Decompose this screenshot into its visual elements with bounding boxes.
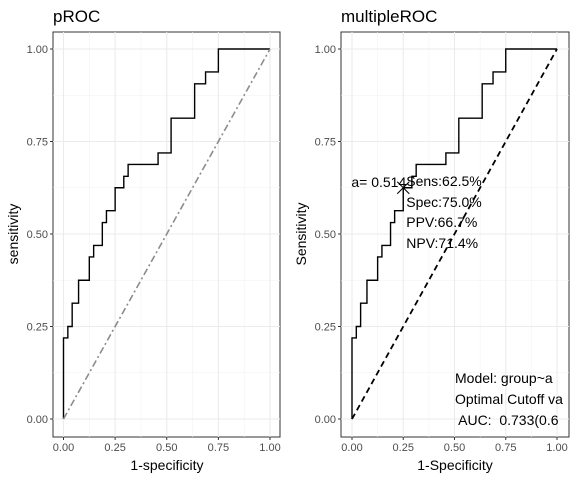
proc-x-tick-label: 0.25 bbox=[104, 442, 125, 454]
proc-y-axis-title: sensitivity bbox=[5, 204, 21, 265]
proc-series bbox=[62, 48, 271, 420]
cutoff-label: a= 0.514 bbox=[351, 174, 406, 190]
multiplroc-annotations: a= 0.514 Sens:62.5% Spec:75.0% PPV:66.7%… bbox=[351, 173, 563, 428]
multiplroc-x-tick-label: 1.00 bbox=[546, 442, 567, 454]
multiplroc-x-tick-label: 0.25 bbox=[393, 442, 414, 454]
model-label: Model: group~a bbox=[455, 370, 553, 386]
multiplroc-title: multipleROC bbox=[341, 7, 437, 26]
proc-x-tick-label: 1.00 bbox=[259, 442, 280, 454]
proc-y-tick-label: 1.00 bbox=[27, 44, 48, 56]
proc-y-tick-label: 0.00 bbox=[27, 414, 48, 426]
auc-label: AUC: 0.733(0.6 bbox=[455, 412, 559, 428]
multiplroc-x-tick-label: 0.50 bbox=[444, 442, 465, 454]
proc-y-tick-label: 0.50 bbox=[27, 229, 48, 241]
proc-roc-curve bbox=[62, 48, 270, 419]
multiplroc-y-tick-label: 0.75 bbox=[315, 137, 336, 149]
proc-grid bbox=[53, 32, 280, 437]
proc-panel: pROC 0.00 0.25 0.50 0.75 1.00 0.00 0.25 0.50 0.7… bbox=[5, 7, 281, 473]
ppv-label: PPV:66.7% bbox=[406, 214, 477, 230]
proc-ticks: 0.00 0.25 0.50 0.75 1.00 0.00 0.25 0.50 0.75 1.00 bbox=[27, 44, 281, 454]
multiplroc-y-axis-title: Sensitivity bbox=[293, 202, 309, 265]
proc-x-tick-label: 0.00 bbox=[53, 442, 74, 454]
multiplroc-y-tick-label: 0.25 bbox=[315, 322, 336, 334]
multiplroc-panel: multipleROC 0.00 0.25 0.50 0.75 1.00 0.00 0.25… bbox=[293, 7, 570, 473]
proc-y-tick-label: 0.25 bbox=[27, 322, 48, 334]
multiplroc-reference-line bbox=[351, 48, 558, 420]
sensitivity-label: Sens:62.5% bbox=[406, 173, 482, 189]
multiplroc-y-tick-label: 0.00 bbox=[315, 414, 336, 426]
multiplroc-roc-curve bbox=[351, 48, 557, 419]
multiplroc-series bbox=[351, 48, 558, 420]
multiplroc-y-tick-label: 1.00 bbox=[315, 44, 336, 56]
proc-y-tick-label: 0.75 bbox=[27, 137, 48, 149]
specificity-label: Spec:75.0% bbox=[406, 194, 482, 210]
proc-x-tick-label: 0.50 bbox=[156, 442, 177, 454]
proc-x-tick-label: 0.75 bbox=[208, 442, 229, 454]
multiplroc-x-tick-label: 0.75 bbox=[495, 442, 516, 454]
proc-reference-line bbox=[62, 48, 271, 420]
optimal-cutoff-label: Optimal Cutoff va bbox=[455, 391, 563, 407]
multiplroc-x-tick-label: 0.00 bbox=[341, 442, 362, 454]
multiplroc-ticks: 0.00 0.25 0.50 0.75 1.00 0.00 0.25 0.50 0.75 1.00 bbox=[315, 44, 568, 454]
multiplroc-y-tick-label: 0.50 bbox=[315, 229, 336, 241]
proc-x-axis-title: 1-specificity bbox=[130, 457, 203, 473]
npv-label: NPV:71.4% bbox=[406, 235, 478, 251]
proc-title: pROC bbox=[53, 7, 100, 26]
multiplroc-x-axis-title: 1-Specificity bbox=[417, 457, 492, 473]
cutoff-marker-stroke-b bbox=[396, 181, 410, 195]
